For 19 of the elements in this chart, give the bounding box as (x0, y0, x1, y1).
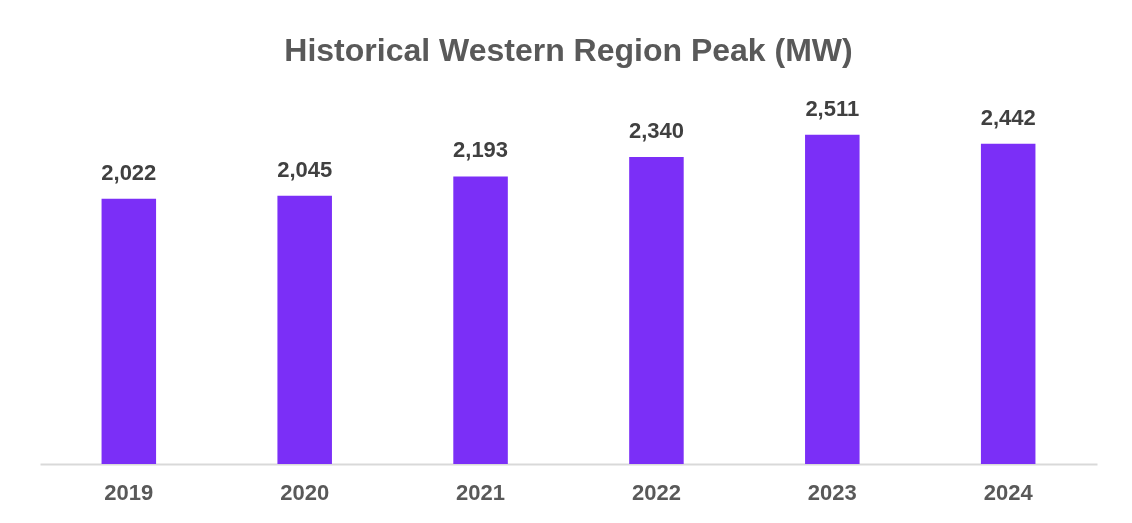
x-tick-label: 2019 (104, 479, 154, 505)
data-label: 2,442 (980, 104, 1036, 130)
data-label: 2,022 (101, 159, 157, 185)
data-label: 2,045 (277, 156, 333, 182)
x-tick-label: 2021 (456, 479, 506, 505)
x-tick-label: 2020 (280, 479, 330, 505)
data-label: 2,193 (453, 137, 509, 163)
data-label: 2,511 (805, 95, 860, 121)
data-label: 2,340 (628, 118, 684, 144)
bar (629, 157, 684, 464)
bar (453, 176, 508, 464)
x-tick-label: 2022 (631, 479, 681, 505)
bar (980, 143, 1036, 464)
bar (805, 134, 860, 464)
bar (277, 195, 332, 464)
x-tick-label: 2024 (983, 479, 1034, 505)
x-tick-label: 2023 (807, 479, 857, 505)
chart-title: Historical Western Region Peak (MW) (284, 31, 853, 68)
bar (101, 198, 157, 464)
